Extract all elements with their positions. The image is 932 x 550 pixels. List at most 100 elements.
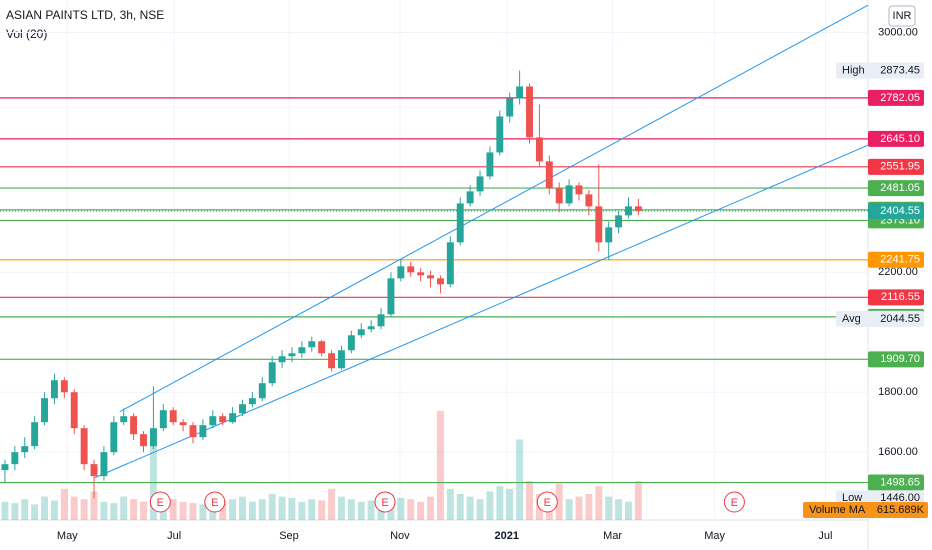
candle-body bbox=[169, 410, 177, 423]
candle-body bbox=[189, 425, 197, 438]
candle-body bbox=[407, 266, 415, 273]
volume-ma-value: 615.689K bbox=[877, 504, 925, 516]
y-tick-label: 1600.00 bbox=[878, 446, 918, 458]
x-tick-label: 2021 bbox=[495, 530, 519, 542]
volume-bar bbox=[100, 501, 108, 520]
candle-body bbox=[526, 86, 533, 138]
volume-bar bbox=[417, 501, 425, 520]
candle-body bbox=[634, 206, 642, 212]
candle-body bbox=[377, 314, 385, 327]
volume-bar bbox=[318, 500, 326, 520]
volume-bar bbox=[60, 488, 68, 520]
candle-body bbox=[476, 176, 484, 192]
candle-body bbox=[308, 341, 316, 348]
candle-body bbox=[387, 278, 395, 315]
volume-bar bbox=[585, 494, 593, 520]
volume-bar bbox=[436, 410, 444, 520]
stat-badge bbox=[836, 62, 924, 79]
candle-body bbox=[615, 215, 623, 228]
candle-body bbox=[159, 410, 167, 429]
volume-bar bbox=[278, 496, 286, 520]
volume-bar bbox=[21, 499, 29, 520]
last-price-badge bbox=[868, 203, 924, 220]
candle-body bbox=[446, 242, 454, 285]
x-tick-label: Nov bbox=[390, 530, 410, 542]
candle-body bbox=[179, 422, 187, 426]
volume-bar bbox=[70, 496, 78, 520]
event-marker[interactable] bbox=[536, 491, 558, 513]
event-marker[interactable] bbox=[374, 491, 396, 513]
currency-box[interactable] bbox=[888, 5, 916, 27]
candle-body bbox=[21, 446, 29, 453]
stat-name: Avg bbox=[842, 313, 861, 325]
currency: INR bbox=[893, 10, 912, 22]
level-badge bbox=[868, 158, 924, 175]
volume-bar bbox=[288, 497, 296, 520]
volume-bar bbox=[11, 503, 19, 520]
candle-body bbox=[337, 350, 345, 369]
volume-bar bbox=[634, 481, 642, 520]
candle-body bbox=[506, 98, 514, 117]
candle-body bbox=[149, 428, 157, 447]
level-badge bbox=[868, 351, 924, 368]
level-value: 2551.95 bbox=[880, 161, 920, 173]
volume-bar bbox=[575, 496, 583, 520]
level-value: 2782.05 bbox=[880, 92, 920, 104]
event-marker[interactable] bbox=[204, 491, 226, 513]
volume-bar bbox=[298, 501, 306, 520]
candle-body bbox=[219, 416, 227, 423]
volume-bar bbox=[90, 491, 98, 520]
volume-bar bbox=[258, 499, 266, 520]
candle-body bbox=[90, 464, 98, 477]
candle-body bbox=[466, 191, 474, 204]
volume-bar bbox=[41, 496, 49, 520]
stat-name: Low bbox=[842, 492, 862, 504]
volume-bar bbox=[526, 481, 533, 520]
level-badge bbox=[868, 89, 924, 106]
event-label: E bbox=[211, 497, 218, 509]
volume-bar bbox=[595, 486, 603, 520]
volume-bar bbox=[169, 499, 177, 520]
volume-bar bbox=[219, 500, 227, 520]
candle-body bbox=[11, 452, 19, 465]
candle-body bbox=[605, 227, 613, 243]
event-marker[interactable] bbox=[149, 491, 171, 513]
chart-title: ASIAN PAINTS LTD, 3h, NSE bbox=[6, 8, 164, 22]
volume-bar bbox=[605, 496, 613, 520]
event-label: E bbox=[157, 497, 164, 509]
candle-body bbox=[486, 152, 494, 177]
candle-body bbox=[1, 464, 9, 471]
candle-body bbox=[417, 272, 425, 276]
stat-value: 2873.45 bbox=[880, 64, 920, 76]
stat-value: 2044.55 bbox=[880, 313, 920, 325]
candle-body bbox=[318, 341, 326, 354]
candle-body bbox=[239, 404, 246, 414]
stat-name: High bbox=[842, 64, 865, 76]
level-value: 2645.10 bbox=[880, 133, 920, 145]
candle-body bbox=[328, 353, 336, 369]
level-badge bbox=[868, 180, 924, 197]
volume-bar bbox=[110, 503, 118, 520]
volume-bar bbox=[427, 496, 434, 520]
volume-bar bbox=[347, 499, 355, 520]
volume-bar bbox=[337, 496, 345, 520]
candle-body bbox=[625, 206, 632, 216]
last-price-value: 2404.55 bbox=[880, 205, 920, 217]
volume-bar bbox=[565, 499, 573, 520]
volume-bar bbox=[476, 499, 484, 520]
candle-body bbox=[199, 425, 207, 438]
candle-body bbox=[50, 380, 58, 399]
candle-body bbox=[516, 86, 524, 99]
candle-body bbox=[278, 356, 286, 363]
volume-bar bbox=[149, 429, 157, 520]
volume-bar bbox=[615, 499, 623, 520]
candle-body bbox=[130, 416, 138, 435]
volume-bar bbox=[80, 499, 88, 520]
y-tick-label: 2200.00 bbox=[878, 266, 918, 278]
volume-bar bbox=[308, 499, 316, 520]
candle-body bbox=[575, 185, 583, 195]
volume-indicator: Vol (20) bbox=[6, 27, 47, 41]
event-marker[interactable] bbox=[723, 491, 745, 513]
